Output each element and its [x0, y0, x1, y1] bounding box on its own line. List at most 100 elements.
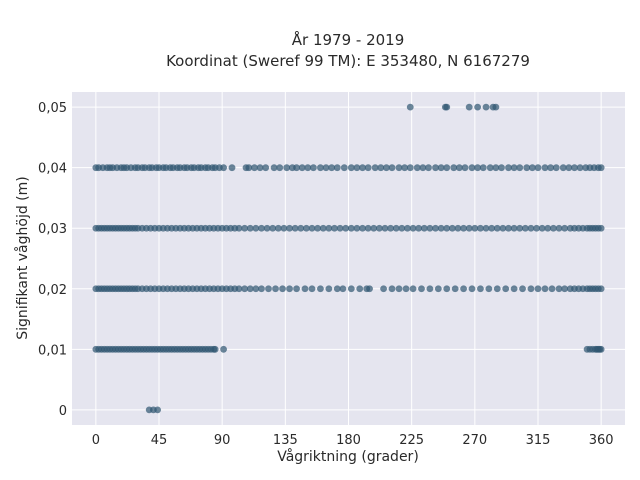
- data-point: [317, 164, 324, 172]
- data-point: [274, 224, 282, 232]
- data-point: [377, 164, 385, 172]
- x-tick-label: 0: [92, 433, 100, 448]
- data-point: [319, 224, 327, 232]
- data-point: [454, 224, 462, 232]
- x-tick-label: 360: [589, 433, 614, 448]
- data-point: [597, 164, 605, 172]
- data-point: [283, 164, 291, 172]
- data-point: [375, 224, 383, 232]
- data-point: [521, 224, 529, 232]
- data-point: [448, 224, 456, 232]
- data-point: [443, 103, 451, 111]
- series-row: [406, 103, 500, 111]
- data-point: [533, 224, 540, 232]
- data-point: [493, 285, 501, 293]
- data-point: [220, 345, 227, 353]
- data-point: [415, 224, 423, 232]
- data-point: [297, 224, 305, 232]
- data-point: [561, 224, 569, 232]
- data-point: [534, 285, 542, 293]
- data-point: [325, 285, 333, 293]
- chart-title-line1: År 1979 - 2019: [292, 30, 405, 49]
- data-point: [258, 285, 265, 293]
- data-point: [304, 164, 312, 172]
- data-point: [443, 285, 451, 293]
- data-point: [398, 224, 406, 232]
- data-point: [356, 285, 364, 293]
- data-point: [426, 285, 434, 293]
- data-point: [519, 285, 526, 293]
- data-point: [538, 224, 546, 232]
- y-tick-label: 0,01: [38, 343, 67, 358]
- data-point: [272, 285, 279, 293]
- data-point: [541, 285, 549, 293]
- data-point: [371, 164, 379, 172]
- data-point: [485, 285, 493, 293]
- data-point: [426, 224, 434, 232]
- data-point: [474, 164, 482, 172]
- data-point: [465, 224, 473, 232]
- x-tick-labels: 0 45 90 135 180 225 270 315 360: [92, 433, 614, 448]
- data-point: [328, 164, 336, 172]
- y-tick-label: 0,04: [38, 162, 67, 177]
- series-row: [92, 164, 605, 172]
- data-point: [499, 224, 507, 232]
- data-point: [276, 164, 284, 172]
- data-point: [395, 285, 403, 293]
- x-tick-label: 270: [462, 433, 487, 448]
- chart-title-line2: Koordinat (Sweref 99 TM): E 353480, N 61…: [166, 52, 530, 70]
- data-point: [395, 164, 403, 172]
- data-point: [359, 224, 366, 232]
- data-point: [401, 164, 409, 172]
- data-point: [322, 164, 330, 172]
- data-point: [382, 164, 390, 172]
- data-point: [262, 164, 270, 172]
- data-point: [380, 285, 387, 293]
- data-point: [220, 164, 227, 172]
- data-point: [541, 164, 549, 172]
- data-point: [516, 224, 524, 232]
- data-point: [465, 103, 473, 111]
- data-point: [409, 285, 417, 293]
- data-point: [291, 224, 299, 232]
- data-point: [477, 285, 484, 293]
- data-point: [301, 285, 309, 293]
- data-point: [492, 103, 500, 111]
- data-point: [241, 224, 249, 232]
- data-point: [286, 285, 293, 293]
- series-row: [145, 406, 162, 414]
- data-point: [280, 224, 288, 232]
- data-point: [505, 164, 512, 172]
- data-point: [597, 224, 605, 232]
- data-point: [443, 164, 451, 172]
- data-point: [477, 224, 484, 232]
- data-point: [154, 406, 162, 414]
- data-point: [235, 285, 243, 293]
- data-point: [406, 164, 414, 172]
- data-point: [340, 164, 348, 172]
- data-point: [353, 224, 361, 232]
- x-tick-label: 180: [336, 433, 361, 448]
- data-point: [461, 164, 469, 172]
- data-point: [302, 224, 310, 232]
- data-point: [555, 285, 563, 293]
- data-point: [486, 164, 494, 172]
- data-point: [387, 224, 395, 232]
- data-point: [488, 224, 496, 232]
- data-point: [571, 164, 578, 172]
- data-point: [434, 285, 442, 293]
- data-point: [502, 285, 510, 293]
- data-point: [258, 224, 265, 232]
- data-point: [310, 164, 317, 172]
- data-point: [565, 164, 573, 172]
- data-point: [547, 164, 555, 172]
- data-point: [251, 164, 258, 172]
- data-point: [544, 224, 552, 232]
- data-point: [550, 224, 557, 232]
- data-point: [388, 164, 396, 172]
- x-tick-label: 225: [399, 433, 424, 448]
- x-tick-label: 135: [273, 433, 298, 448]
- data-point: [392, 224, 400, 232]
- data-point: [246, 285, 254, 293]
- data-point: [527, 285, 535, 293]
